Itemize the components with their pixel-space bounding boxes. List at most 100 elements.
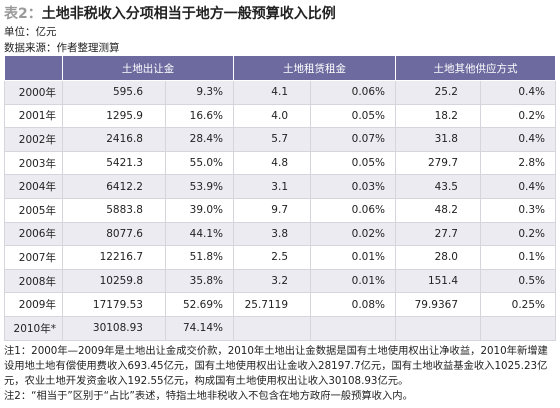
table-cell: 2007年 — [4, 245, 63, 270]
table-cell: 44.1% — [165, 221, 234, 247]
table-cell: 30108.93 — [62, 315, 166, 341]
table-cell — [480, 315, 556, 341]
table-row: 2001年 1295.9 16.6% 4.0 0.05% 18.2 0.2% — [4, 103, 556, 129]
table-title: 土地非税收入分项相当于地方一般预算收入比例 — [41, 6, 336, 22]
table-row: 2010年* 30108.93 74.14% — [4, 315, 556, 341]
table-cell: 74.14% — [165, 315, 234, 341]
table-cell: 2002年 — [4, 127, 63, 152]
table-cell: 2009年 — [4, 292, 63, 317]
table-cell: 0.05% — [310, 103, 396, 129]
header-row: 土地出让金 土地租赁租金 土地其他供应方式 — [4, 55, 556, 81]
table-cell: 0.06% — [310, 80, 396, 105]
header-cell: 土地出让金 — [62, 55, 234, 81]
table-cell: 0.25% — [480, 292, 556, 317]
table-cell: 279.7 — [395, 150, 481, 176]
table-cell: 151.4 — [395, 268, 481, 294]
table-cell: 0.5% — [480, 268, 556, 294]
table-cell: 79.9367 — [395, 292, 481, 317]
table-cell: 2001年 — [4, 103, 63, 129]
table-row: 2005年 5883.8 39.0% 9.7 0.06% 48.2 0.3% — [4, 197, 556, 223]
table-cell: 25.2 — [395, 80, 481, 105]
table-cell: 16.6% — [165, 103, 234, 129]
table-cell: 28.4% — [165, 127, 234, 152]
table-cell: 0.08% — [310, 292, 396, 317]
table-cell: 0.4% — [480, 127, 556, 152]
table-cell: 2006年 — [4, 221, 63, 247]
table-cell: 3.2 — [233, 268, 311, 294]
table-cell: 2005年 — [4, 197, 63, 223]
table-cell: 48.2 — [395, 197, 481, 223]
table-cell: 5421.3 — [62, 150, 166, 176]
notes: 注1：2000年—2009年是土地出让金成交价款，2010年土地出让金数据是国有… — [4, 344, 556, 404]
table-cell: 52.69% — [165, 292, 234, 317]
data-table: 土地出让金 土地租赁租金 土地其他供应方式 2000年 595.6 9.3% 4.1 0.0… — [4, 55, 556, 341]
note: 注2：“相当于”区别于“占比”表述，特指土地非税收入不包含在地方政府一般预算收入… — [4, 390, 413, 402]
source: 数据来源：作者整理测算 — [4, 42, 120, 54]
table-cell: 12216.7 — [62, 245, 166, 270]
note: 注1：2000年—2009年是土地出让金成交价款，2010年土地出让金数据是国有… — [4, 345, 548, 387]
table-row: 2004年 6412.2 53.9% 3.1 0.03% 43.5 0.4% — [4, 174, 556, 199]
table-cell — [395, 315, 481, 341]
table-cell: 2010年* — [4, 315, 63, 341]
table-cell: 2416.8 — [62, 127, 166, 152]
table-cell: 2.5 — [233, 245, 311, 270]
table-cell: 25.7119 — [233, 292, 311, 317]
table-cell: 28.0 — [395, 245, 481, 270]
table-cell: 39.0% — [165, 197, 234, 223]
table-cell: 5883.8 — [62, 197, 166, 223]
table-cell: 43.5 — [395, 174, 481, 199]
table-cell: 0.2% — [480, 103, 556, 129]
table-cell: 0.01% — [310, 268, 396, 294]
table-cell: 27.7 — [395, 221, 481, 247]
header-cell: 土地其他供应方式 — [395, 55, 556, 81]
table-cell: 53.9% — [165, 174, 234, 199]
table-cell: 8077.6 — [62, 221, 166, 247]
title: 表2：土地非税收入分项相当于地方一般预算收入比例 — [4, 3, 336, 23]
table-cell: 0.1% — [480, 245, 556, 270]
header-cell: 土地租赁租金 — [233, 55, 396, 81]
table-row: 2006年 8077.6 44.1% 3.8 0.02% 27.7 0.2% — [4, 221, 556, 247]
table-cell: 0.05% — [310, 150, 396, 176]
table-cell: 2003年 — [4, 150, 63, 176]
table-cell — [310, 315, 396, 341]
table-row: 2000年 595.6 9.3% 4.1 0.06% 25.2 0.4% — [4, 80, 556, 105]
table-cell: 2004年 — [4, 174, 63, 199]
table-cell: 5.7 — [233, 127, 311, 152]
table-cell: 0.3% — [480, 197, 556, 223]
table-cell: 2008年 — [4, 268, 63, 294]
table-cell: 0.03% — [310, 174, 396, 199]
table-label: 表2： — [4, 6, 42, 22]
table-row: 2008年 10259.8 35.8% 3.2 0.01% 151.4 0.5% — [4, 268, 556, 294]
table-cell: 595.6 — [62, 80, 166, 105]
table-cell: 35.8% — [165, 268, 234, 294]
table-cell: 0.07% — [310, 127, 396, 152]
table-cell: 10259.8 — [62, 268, 166, 294]
table-cell: 0.4% — [480, 80, 556, 105]
table-cell — [233, 315, 311, 341]
table-cell: 4.1 — [233, 80, 311, 105]
table-cell: 3.1 — [233, 174, 311, 199]
table-cell: 0.4% — [480, 174, 556, 199]
header-cell — [4, 55, 63, 81]
unit: 单位：亿元 — [4, 26, 57, 38]
table-cell: 2.8% — [480, 150, 556, 176]
table-cell: 0.2% — [480, 221, 556, 247]
table-cell: 0.06% — [310, 197, 396, 223]
table-row: 2002年 2416.8 28.4% 5.7 0.07% 31.8 0.4% — [4, 127, 556, 152]
table-cell: 0.02% — [310, 221, 396, 247]
table-cell: 4.8 — [233, 150, 311, 176]
table-cell: 4.0 — [233, 103, 311, 129]
table-row: 2007年 12216.7 51.8% 2.5 0.01% 28.0 0.1% — [4, 245, 556, 270]
table-row: 2009年 17179.53 52.69% 25.7119 0.08% 79.9367 0.… — [4, 292, 556, 317]
table-cell: 0.01% — [310, 245, 396, 270]
table-cell: 2000年 — [4, 80, 63, 105]
table-cell: 6412.2 — [62, 174, 166, 199]
table-cell: 55.0% — [165, 150, 234, 176]
table-row: 2003年 5421.3 55.0% 4.8 0.05% 279.7 2.8% — [4, 150, 556, 176]
table-cell: 51.8% — [165, 245, 234, 270]
table-cell: 31.8 — [395, 127, 481, 152]
table-cell: 9.3% — [165, 80, 234, 105]
table-cell: 17179.53 — [62, 292, 166, 317]
table-cell: 9.7 — [233, 197, 311, 223]
